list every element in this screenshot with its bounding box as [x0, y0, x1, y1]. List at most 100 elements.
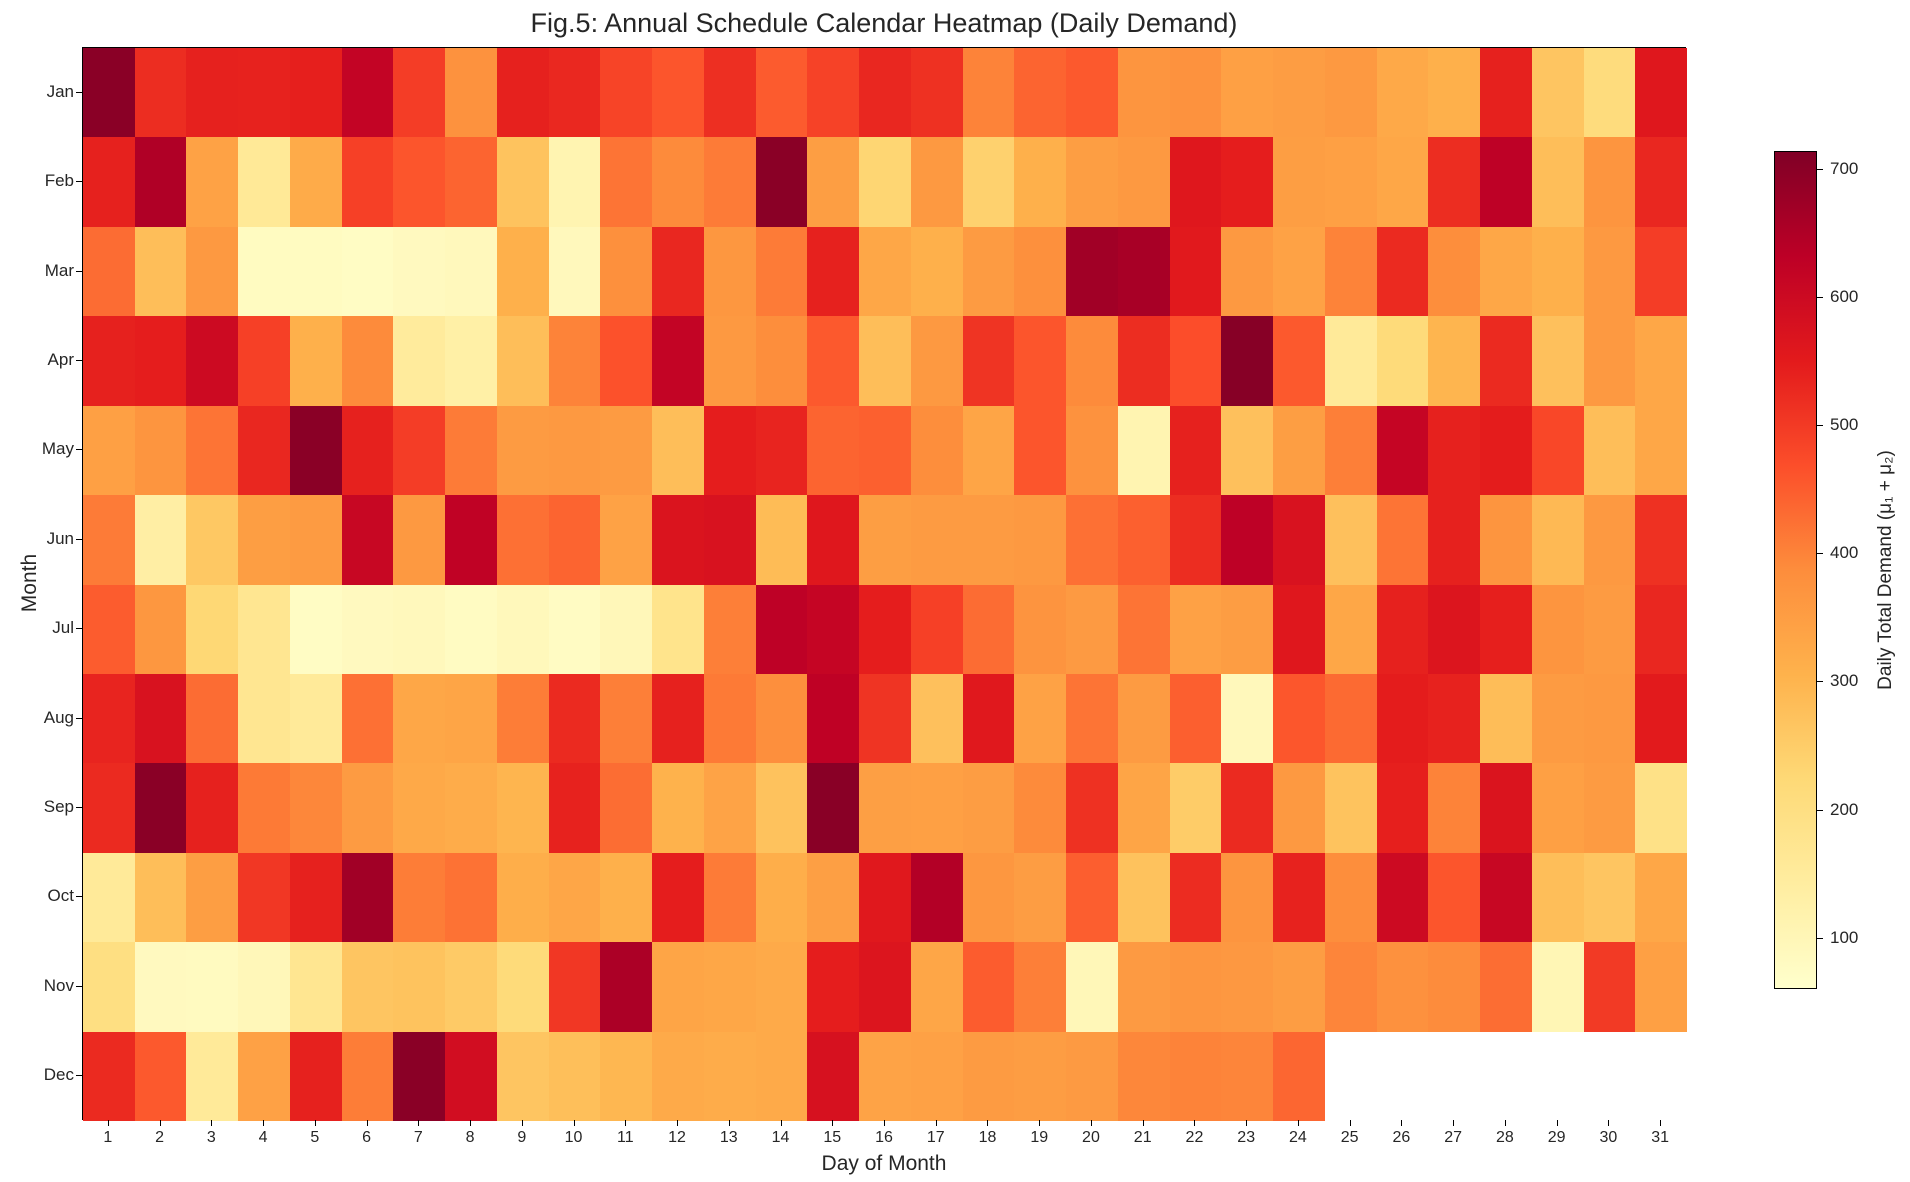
x-tick-label: 17	[926, 1129, 945, 1146]
y-axis-title: Month	[18, 553, 41, 613]
x-tick-mark	[314, 1120, 316, 1126]
heatmap-cell	[134, 584, 187, 675]
heatmap-cell	[1014, 137, 1067, 228]
heatmap-cell	[1221, 852, 1274, 943]
heatmap-cell	[1428, 1031, 1481, 1122]
heatmap-cell	[859, 852, 912, 943]
heatmap-cell	[1531, 852, 1584, 943]
heatmap-cell	[1273, 316, 1326, 407]
heatmap-cell	[548, 1031, 601, 1122]
heatmap-cell	[1583, 137, 1636, 228]
heatmap-cell	[393, 584, 446, 675]
heatmap-cell	[1169, 495, 1222, 585]
x-tick-mark	[625, 1120, 627, 1126]
heatmap-cell	[496, 316, 550, 407]
y-tick-label: Feb	[44, 171, 74, 191]
heatmap-cell	[496, 763, 550, 854]
x-tick-label: 1	[103, 1129, 113, 1146]
heatmap-cell	[445, 316, 498, 407]
heatmap-cell	[600, 226, 653, 317]
heatmap-cell	[703, 137, 757, 228]
heatmap-cell	[496, 405, 550, 496]
x-tick-label: 9	[517, 1129, 527, 1146]
heatmap-cell	[1221, 942, 1274, 1033]
heatmap-cell	[1014, 584, 1067, 675]
heatmap-cell	[238, 942, 291, 1033]
heatmap-cell	[807, 942, 860, 1033]
heatmap-cell	[393, 405, 446, 496]
heatmap-cell	[1531, 1031, 1584, 1122]
heatmap-cell	[703, 226, 757, 317]
heatmap-cell	[1273, 673, 1326, 764]
heatmap-cell	[1583, 1031, 1636, 1122]
y-tick-label: Jul	[52, 618, 74, 638]
y-tick-mark	[76, 181, 82, 183]
heatmap-cell	[962, 137, 1015, 228]
x-tick-label: 13	[719, 1129, 738, 1146]
heatmap-cell	[1324, 226, 1378, 317]
heatmap-cell	[1117, 405, 1171, 496]
heatmap-cell	[496, 137, 550, 228]
heatmap-cell	[393, 852, 446, 943]
heatmap-cell	[600, 584, 653, 675]
heatmap-cell	[134, 495, 187, 585]
heatmap-cell	[445, 226, 498, 317]
heatmap-cell	[341, 584, 394, 675]
heatmap-cell	[1324, 405, 1378, 496]
heatmap-cell	[548, 852, 601, 943]
heatmap-cell	[83, 763, 136, 854]
heatmap-cell	[1014, 405, 1067, 496]
heatmap-cell	[755, 942, 808, 1033]
x-tick-label: 14	[771, 1129, 790, 1146]
heatmap-cell	[134, 942, 187, 1033]
heatmap-cell	[1221, 405, 1274, 496]
colorbar-tick-label: 700	[1830, 158, 1859, 178]
heatmap-cell	[600, 495, 653, 585]
heatmap-cell	[393, 316, 446, 407]
heatmap-cell	[703, 584, 757, 675]
heatmap-cell	[755, 673, 808, 764]
heatmap-cell	[1531, 48, 1584, 138]
heatmap-cell	[1480, 763, 1533, 854]
x-tick-mark	[1556, 1120, 1558, 1126]
heatmap-cell	[186, 852, 239, 943]
heatmap-cell	[600, 316, 653, 407]
heatmap-cell	[1117, 942, 1171, 1033]
heatmap-cell	[1428, 405, 1481, 496]
heatmap-cell	[1376, 1031, 1429, 1122]
heatmap-cell	[1635, 584, 1688, 675]
heatmap-cell	[1273, 763, 1326, 854]
heatmap-cell	[1531, 226, 1584, 317]
heatmap-cell	[859, 316, 912, 407]
colorbar-tick-mark	[1817, 297, 1823, 299]
heatmap-cell	[1376, 316, 1429, 407]
heatmap-cell	[289, 226, 343, 317]
x-tick-label: 24	[1289, 1129, 1307, 1146]
heatmap-cell	[496, 1031, 550, 1122]
heatmap-cell	[1066, 495, 1119, 585]
heatmap-cell	[910, 405, 964, 496]
heatmap-cell	[238, 584, 291, 675]
heatmap-cell	[1583, 495, 1636, 585]
heatmap-cell	[1480, 673, 1533, 764]
heatmap-cell	[1583, 226, 1636, 317]
heatmap-cell	[807, 226, 860, 317]
heatmap-cell	[1273, 942, 1326, 1033]
heatmap-cell	[962, 405, 1015, 496]
heatmap-cell	[1066, 405, 1119, 496]
heatmap-cell	[1324, 942, 1378, 1033]
heatmap-cell	[186, 316, 239, 407]
y-tick-label: May	[41, 439, 74, 459]
heatmap-cell	[445, 942, 498, 1033]
heatmap-cell	[393, 673, 446, 764]
heatmap-cell	[1480, 316, 1533, 407]
heatmap-cell	[186, 226, 239, 317]
heatmap-cell	[1531, 673, 1584, 764]
heatmap-cell	[393, 942, 446, 1033]
x-tick-mark	[573, 1120, 575, 1126]
heatmap-cell	[1583, 852, 1636, 943]
x-tick-label: 28	[1495, 1129, 1514, 1146]
heatmap-cell	[83, 48, 136, 138]
x-axis-title: Day of Month	[821, 1152, 947, 1175]
x-tick-mark	[159, 1120, 161, 1126]
